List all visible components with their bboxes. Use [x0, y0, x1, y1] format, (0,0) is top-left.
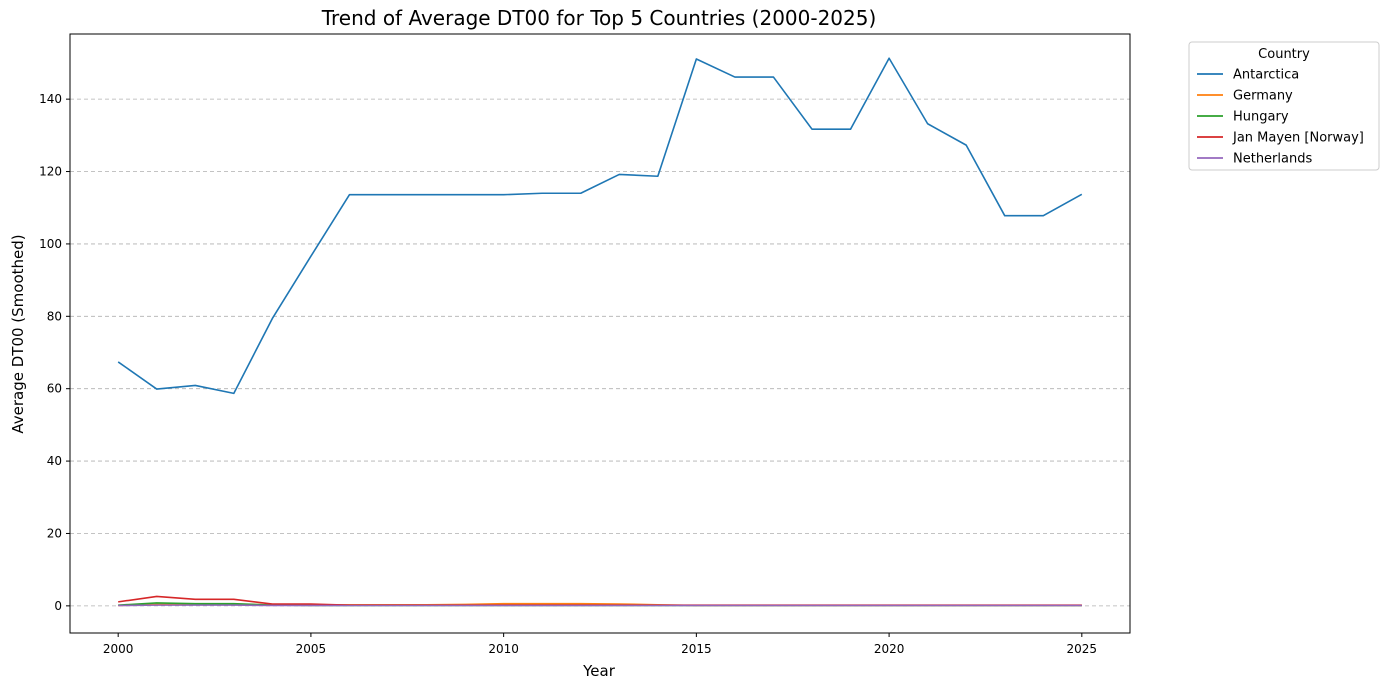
x-tick-label: 2025 [1067, 642, 1098, 656]
legend-label-germany: Germany [1233, 89, 1293, 104]
y-tick-label: 120 [39, 165, 62, 179]
legend-label-antarctica: Antarctica [1233, 68, 1299, 83]
x-tick-label: 2020 [874, 642, 905, 656]
legend-label-netherlands: Netherlands [1233, 152, 1312, 167]
legend-items: Antarctica Germany Hungary Jan Mayen [Norwa… [1197, 68, 1364, 167]
x-axis-ticks: 2000 2005 2010 2015 2020 2025 [103, 633, 1097, 656]
x-tick-label: 2015 [681, 642, 712, 656]
y-tick-label: 40 [47, 454, 62, 468]
legend-title: Country [1258, 47, 1310, 62]
y-tick-label: 80 [47, 309, 62, 323]
x-tick-label: 2010 [488, 642, 519, 656]
y-tick-label: 100 [39, 237, 62, 251]
y-tick-label: 20 [47, 526, 62, 540]
x-axis-label: Year [582, 662, 616, 680]
y-grid [70, 98, 1130, 607]
legend: Country Antarctica Germany Hungary Jan Maye… [1188, 41, 1380, 171]
y-tick-label: 0 [54, 599, 62, 613]
y-axis-ticks: 0 20 40 60 80 100 120 140 [39, 92, 70, 613]
y-axis-label: Average DT00 (Smoothed) [9, 234, 27, 433]
chart-title: Trend of Average DT00 for Top 5 Countrie… [321, 6, 877, 30]
x-tick-label: 2000 [103, 642, 134, 656]
legend-label-hungary: Hungary [1233, 110, 1289, 125]
x-tick-label: 2005 [296, 642, 327, 656]
y-tick-label: 60 [47, 382, 62, 396]
plot-frame [69, 33, 1131, 634]
legend-label-jan-mayen-norway: Jan Mayen [Norway] [1232, 131, 1364, 146]
y-tick-label: 140 [39, 92, 62, 106]
series-lines [117, 57, 1083, 607]
legend-box [1188, 41, 1380, 171]
series-line-antarctica [117, 57, 1083, 395]
